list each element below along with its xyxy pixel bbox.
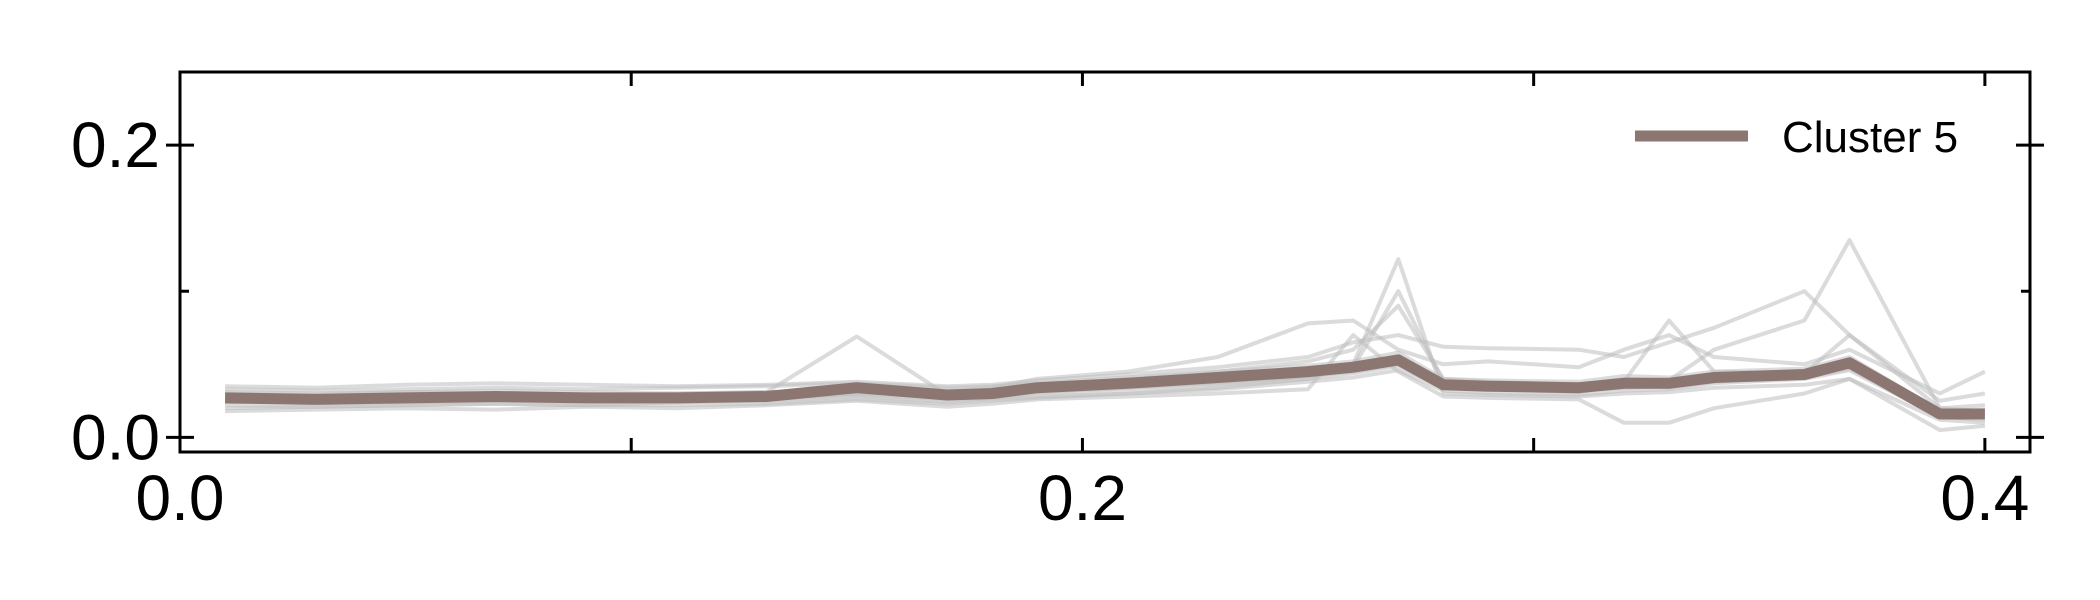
mean-series-layer [225,354,1985,420]
member-line-8 [225,368,1986,422]
legend-label: Cluster 5 [1782,113,1958,162]
axes: 0.0 0.2 0.4 0.0 0.2 [71,70,2044,534]
y-tick-label: 0.0 [71,401,160,473]
legend: Cluster 5 [1635,113,1958,162]
y-tick-label: 0.2 [71,109,160,181]
x-tick-label: 0.0 [136,462,225,534]
plot-frame [178,70,2032,454]
x-tick-label: 0.4 [1940,462,2029,534]
series-line-cluster-5 [225,354,1985,420]
x-tick-label: 0.2 [1038,462,1127,534]
member-line-3 [225,289,1986,403]
member-line-9 [225,350,1985,414]
